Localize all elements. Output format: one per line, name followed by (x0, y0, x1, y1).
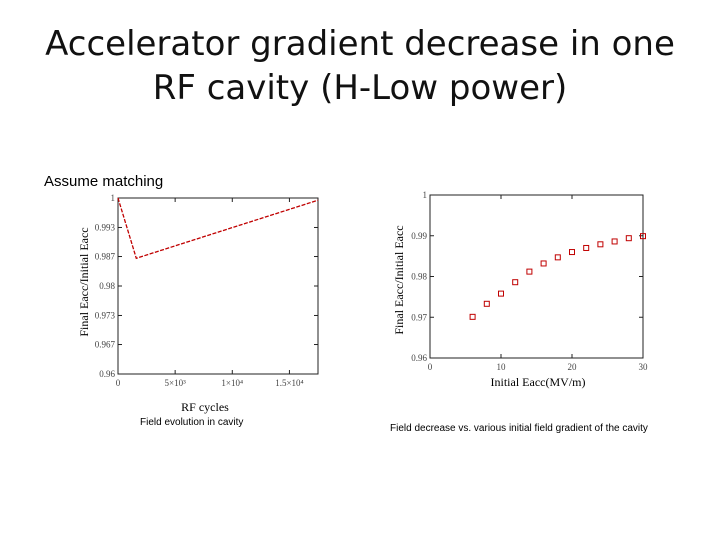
right-chart-y-axis-label: Final Eacc/Initial Eacc (392, 225, 406, 334)
right-chart-y-tick-label: 0.97 (411, 312, 427, 322)
left-chart-x-tick-label: 1×10⁴ (221, 378, 243, 388)
right-chart-y-tick-label: 0.96 (411, 353, 427, 363)
right-chart-data-point (512, 279, 519, 286)
right-chart-data-point (554, 254, 561, 261)
left-chart-x-tick-label: 0 (116, 378, 121, 388)
left-chart-y-tick-label: 0.993 (95, 222, 116, 232)
right-chart-data-point (640, 233, 646, 240)
left-chart-y-tick-label: 0.98 (99, 281, 115, 291)
left-chart-y-tick-label: 1 (111, 193, 116, 203)
right-chart-data-point (597, 241, 604, 248)
right-chart-x-tick-label: 30 (639, 362, 649, 372)
right-chart-data-point (540, 260, 547, 267)
right-chart-plot-frame (429, 194, 644, 359)
caption-right: Field decrease vs. various initial field… (390, 423, 648, 434)
left-chart-y-axis-label: Final Eacc/Initial Eacc (77, 227, 91, 336)
right-chart-x-tick-label: 10 (497, 362, 507, 372)
left-chart-x-tick-label: 5×10³ (165, 378, 187, 388)
right-chart-data-point (483, 300, 490, 307)
left-chart-x-tick-label: 1.5×10⁴ (275, 378, 303, 388)
left-chart-series-line (117, 197, 319, 260)
right-chart-data-point (498, 290, 504, 297)
right-chart-x-tick-label: 0 (428, 362, 433, 372)
left-chart-y-tick-label: 0.967 (95, 340, 116, 350)
right-chart-y-tick-label: 1 (423, 190, 428, 200)
right-chart-data-point (569, 249, 575, 256)
right-chart-y-tick-label: 0.99 (411, 231, 427, 241)
right-chart-data-point (625, 235, 632, 242)
slide-title: Accelerator gradient decrease in one RF … (40, 22, 680, 110)
right-chart-x-axis-label: Initial Eacc(MV/m) (491, 375, 586, 389)
caption-left: Field evolution in cavity (140, 417, 244, 428)
right-chart-data-point (583, 244, 590, 251)
right-chart-x-tick-label: 20 (568, 362, 578, 372)
left-chart-y-tick-label: 0.96 (99, 369, 115, 379)
right-chart-y-tick-label: 0.98 (411, 272, 427, 282)
right-chart-data-point (526, 268, 533, 275)
title-line-1: Accelerator gradient decrease in one (45, 24, 675, 64)
right-chart-data-point (611, 238, 618, 245)
assume-matching-note: Assume matching (44, 173, 164, 190)
title-line-2: RF cavity (H-Low power) (152, 68, 568, 108)
left-chart-y-tick-label: 0.973 (95, 310, 116, 320)
right-chart-data-point (469, 313, 476, 320)
left-chart-y-tick-label: 0.987 (95, 252, 116, 262)
left-chart-x-axis-label: RF cycles (181, 400, 229, 414)
